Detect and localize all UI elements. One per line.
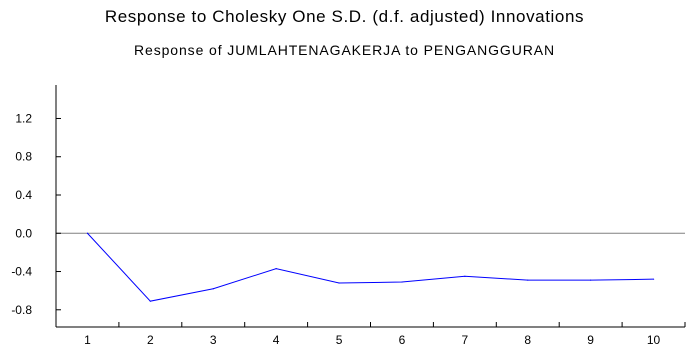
data-point <box>149 300 151 302</box>
y-tick-label: -0.8 <box>11 303 32 317</box>
x-tick-label: 2 <box>147 333 154 347</box>
x-tick-label: 8 <box>524 333 531 347</box>
x-tick-label: 5 <box>336 333 343 347</box>
x-tick-label: 1 <box>84 333 91 347</box>
y-tick-label: 0.8 <box>15 150 32 164</box>
x-tick-label: 6 <box>399 333 406 347</box>
data-point <box>527 279 529 281</box>
y-tick-label: 0.0 <box>15 226 32 240</box>
x-tick-label: 10 <box>647 333 661 347</box>
data-point <box>275 268 277 270</box>
x-tick-label: 3 <box>210 333 217 347</box>
data-point <box>338 282 340 284</box>
x-tick-label: 4 <box>273 333 280 347</box>
y-tick-label: 1.2 <box>15 111 32 125</box>
y-tick-label: -0.4 <box>11 265 32 279</box>
data-point <box>86 232 89 234</box>
y-tick-label: 0.4 <box>15 188 32 202</box>
data-point <box>212 288 214 290</box>
series-line <box>87 232 654 302</box>
data-point <box>401 281 403 283</box>
x-tick-label: 9 <box>587 333 594 347</box>
data-point <box>464 275 466 277</box>
chart-title: Response to Cholesky One S.D. (d.f. adju… <box>104 7 585 26</box>
data-point <box>590 279 592 281</box>
x-tick-label: 7 <box>462 333 469 347</box>
chart-subtitle: Response of JUMLAHTENAGAKERJA to PENGANG… <box>134 42 555 58</box>
data-point <box>652 278 655 280</box>
